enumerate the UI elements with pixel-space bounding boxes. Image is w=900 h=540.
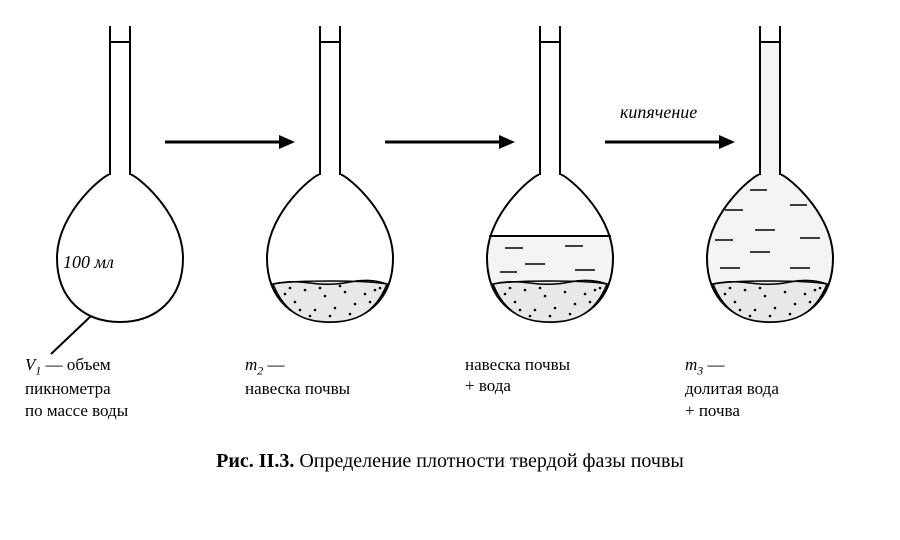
diagram-row: 100 мл V1 — объем пикнометра по массе во… <box>10 20 890 420</box>
flask-4: m3 — долитая вода + почва <box>685 20 855 421</box>
flask-1-label: V1 — объем пикнометра по массе воды <box>25 354 195 421</box>
flask-3: навеска почвы + вода <box>465 20 635 397</box>
flask-3-label: навеска почвы + вода <box>465 354 635 397</box>
flask-2: m2 — навеска почвы <box>245 20 415 400</box>
flask-2-label: m2 — навеска почвы <box>245 354 415 400</box>
figure-caption: Рис. II.3. Определение плотности твердой… <box>10 450 890 473</box>
flask-1-svg <box>45 20 195 330</box>
flask-1: 100 мл V1 — объем пикнометра по массе во… <box>45 20 195 421</box>
flask-1-pointer <box>47 310 107 360</box>
flask-1-inlabel: 100 мл <box>63 252 114 273</box>
flask-4-label: m3 — долитая вода + почва <box>685 354 855 421</box>
flask-4-svg <box>695 20 845 330</box>
flask-2-svg <box>255 20 405 330</box>
flask-3-svg <box>475 20 625 330</box>
